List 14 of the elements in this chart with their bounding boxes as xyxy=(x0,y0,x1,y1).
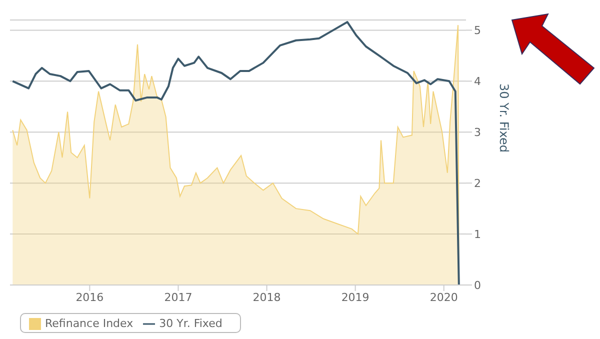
x-tick-label: 2019 xyxy=(341,290,370,304)
legend-label: Refinance Index xyxy=(45,317,134,330)
x-tick-label: 2020 xyxy=(430,290,458,304)
legend-label: 30 Yr. Fixed xyxy=(159,317,222,330)
y-tick-label: 4 xyxy=(474,75,481,88)
y-axis-title: 30 Yr. Fixed xyxy=(496,84,511,152)
y-tick-label: 2 xyxy=(474,176,481,190)
x-tick-label: 2018 xyxy=(252,290,281,304)
y-tick-label: 5 xyxy=(474,24,481,38)
y-tick-label: 3 xyxy=(474,126,481,140)
x-tick-label: 2017 xyxy=(164,290,192,304)
y-tick-label: 1 xyxy=(474,228,481,241)
x-tick-label: 2016 xyxy=(76,290,104,304)
y-tick-label: 0 xyxy=(474,278,481,292)
